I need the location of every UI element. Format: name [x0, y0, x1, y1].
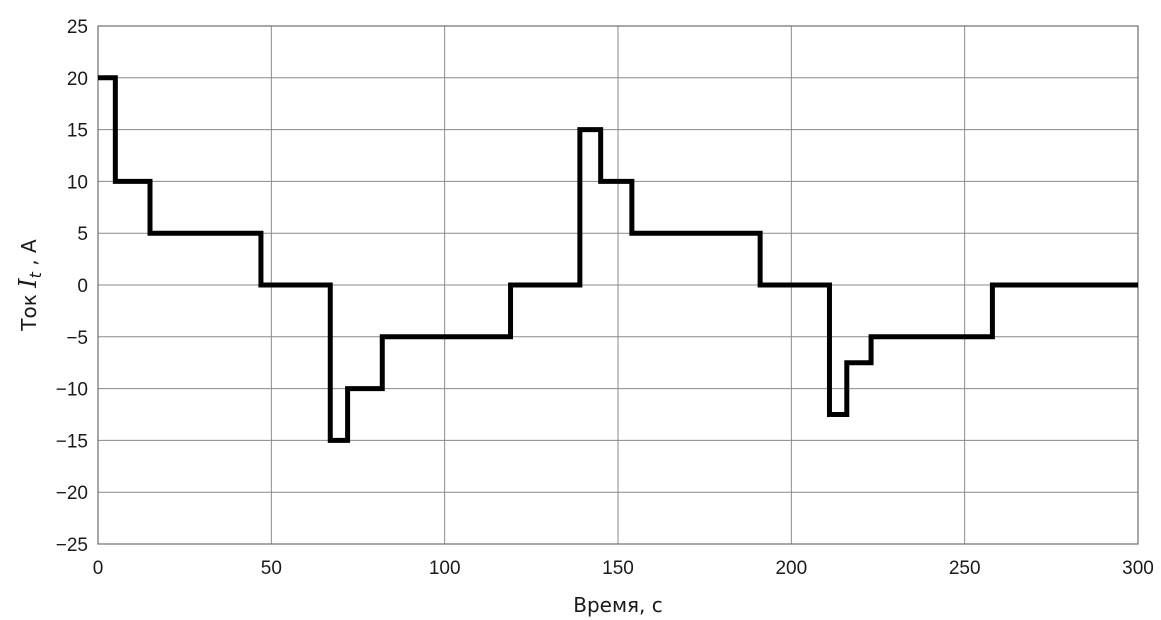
- y-tick-label: 10: [67, 172, 88, 193]
- y-tick-label: −15: [56, 431, 88, 452]
- y-tick-label: 15: [67, 121, 88, 142]
- x-tick-label: 0: [93, 558, 104, 579]
- y-tick-label: 0: [77, 276, 88, 297]
- x-tick-label: 200: [775, 558, 807, 579]
- x-axis-label: Время, с: [573, 593, 663, 617]
- y-tick-label: 20: [67, 69, 88, 90]
- y-tick-label: −20: [56, 483, 88, 504]
- y-tick-label: −25: [56, 535, 88, 556]
- x-tick-label: 50: [261, 558, 282, 579]
- y-tick-labels: 25 20 15 10 5 0 −5 −10 −15 −20 −25: [56, 17, 88, 556]
- y-axis-label-prefix: Ток: [17, 288, 41, 332]
- grid: [97, 25, 1139, 545]
- y-tick-label: 5: [77, 224, 88, 245]
- y-tick-label: 25: [67, 17, 88, 38]
- series-line-current: [98, 75, 1138, 443]
- y-axis-label-symbol: I: [14, 278, 42, 289]
- x-tick-label: 300: [1122, 558, 1154, 579]
- y-axis-label-subscript: t: [26, 271, 45, 278]
- y-axis-label-suffix: , А: [17, 239, 41, 272]
- x-tick-label: 250: [949, 558, 981, 579]
- y-tick-label: −5: [66, 328, 88, 349]
- x-tick-label: 100: [429, 558, 461, 579]
- y-axis-label: Ток It , А: [14, 239, 45, 332]
- x-tick-labels: 0 50 100 150 200 250 300: [93, 558, 1154, 579]
- x-tick-label: 150: [602, 558, 634, 579]
- y-tick-label: −10: [56, 380, 88, 401]
